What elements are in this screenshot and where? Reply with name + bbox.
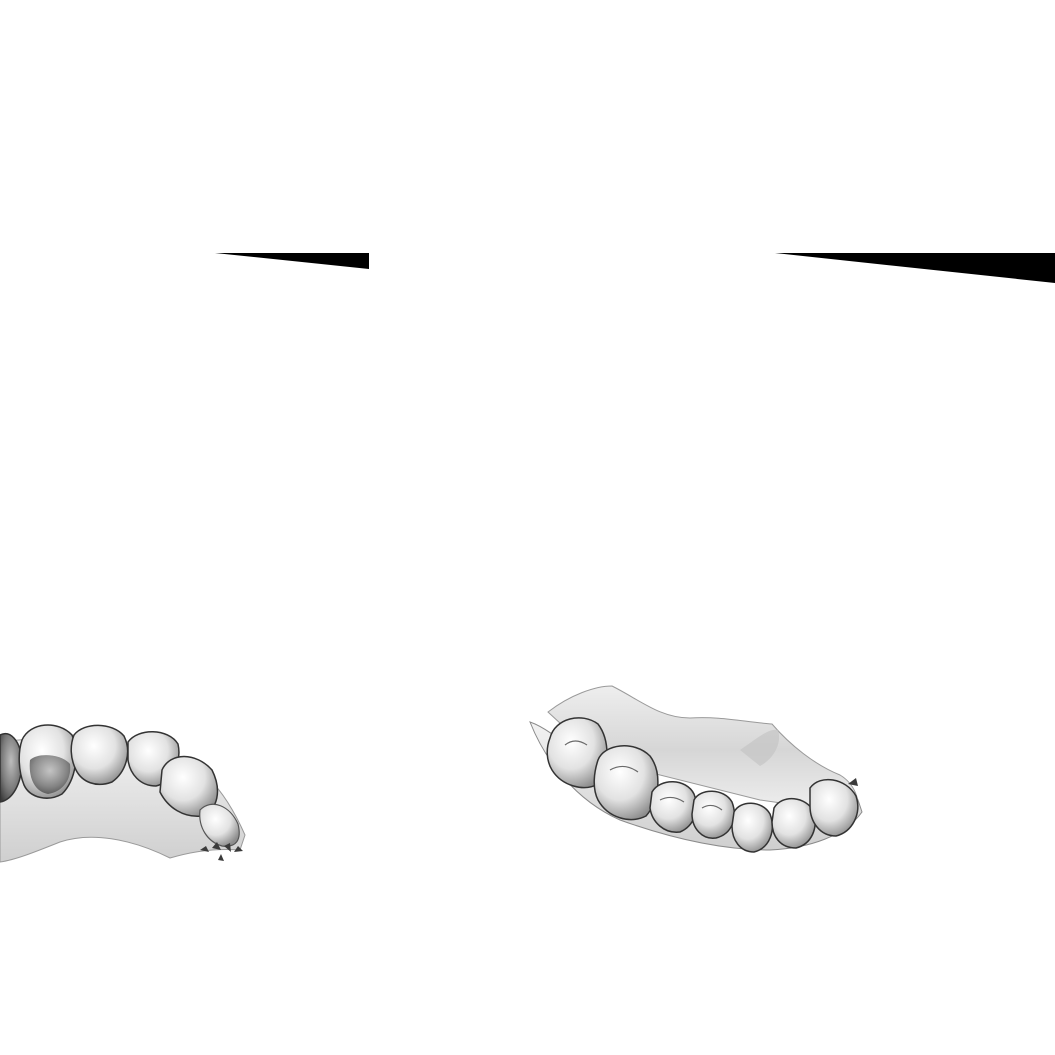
right-wedge-shape: [775, 253, 1055, 283]
right-dental-model: [529, 685, 863, 853]
right-palate-ridge: [740, 729, 780, 766]
left-tooth-3: [70, 724, 129, 786]
right-tooth-molar-2: [593, 745, 659, 821]
right-panel: [529, 253, 1055, 853]
right-tooth-cusps: [564, 740, 723, 811]
right-palate: [547, 685, 859, 815]
right-tooth-incisor-2: [809, 778, 859, 837]
right-tooth-canine: [731, 802, 774, 853]
right-tooth-premolar-2: [691, 790, 736, 839]
left-dental-model: [0, 724, 246, 863]
right-tooth-incisor-1: [771, 798, 816, 849]
left-tooth-2-shadow: [29, 755, 71, 794]
left-tooth-6: [199, 803, 240, 847]
left-wedge-shape: [215, 253, 369, 269]
left-scan-fragments: [200, 842, 243, 861]
left-panel: [0, 253, 369, 863]
left-tooth-5: [159, 755, 219, 817]
right-scan-edge-fragment: [848, 778, 858, 786]
